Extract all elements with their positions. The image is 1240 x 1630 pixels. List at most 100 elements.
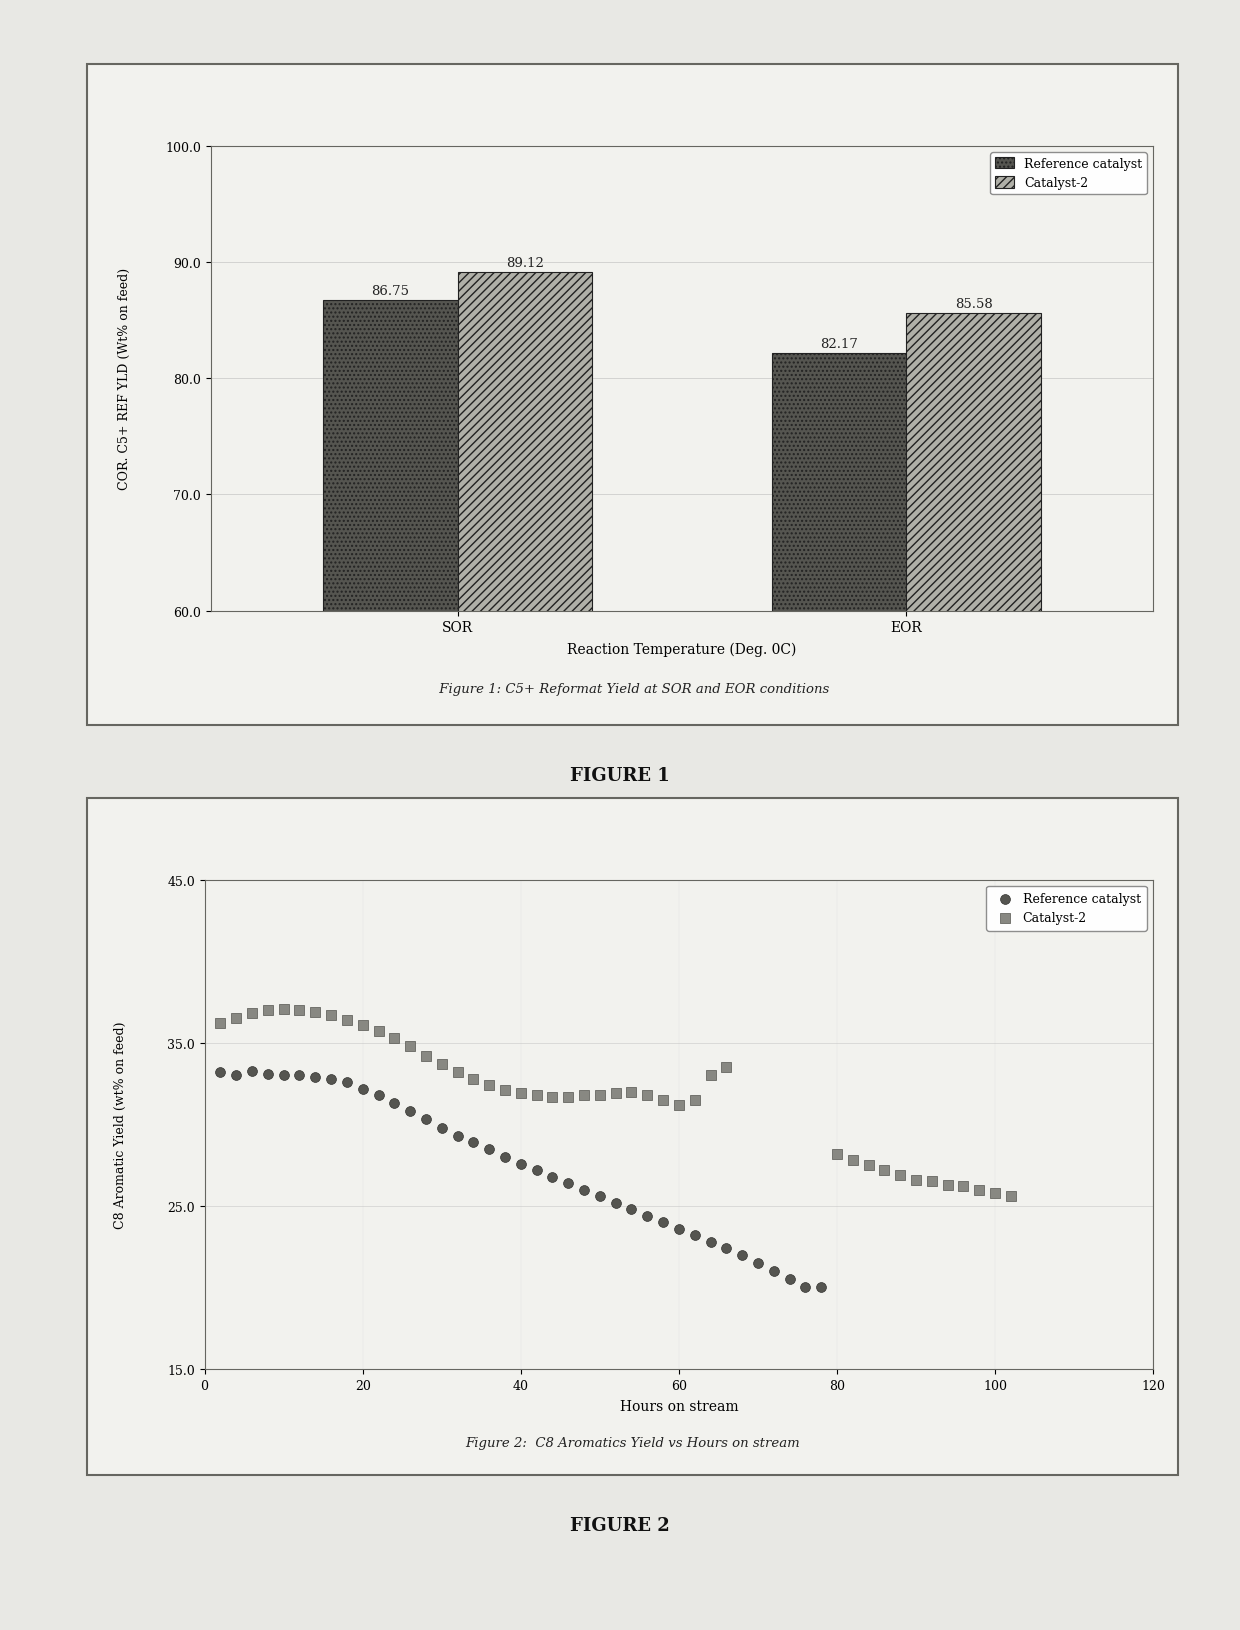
Reference catalyst — [401, 1099, 420, 1125]
Catalyst-2 — [227, 1006, 247, 1032]
Reference catalyst — [368, 1082, 388, 1108]
Catalyst-2 — [242, 1001, 262, 1027]
Reference catalyst — [227, 1063, 247, 1089]
Catalyst-2 — [384, 1025, 404, 1051]
Catalyst-2 — [527, 1082, 547, 1108]
Catalyst-2 — [448, 1060, 467, 1086]
Bar — [458, 274, 593, 1307]
Catalyst-2 — [558, 1084, 578, 1110]
Bar — [906, 315, 1042, 1307]
Reference catalyst — [527, 1157, 547, 1183]
Catalyst-2 — [432, 1051, 451, 1077]
Catalyst-2 — [511, 1081, 531, 1107]
Reference catalyst — [321, 1066, 341, 1092]
Reference catalyst — [543, 1164, 563, 1190]
Catalyst-2 — [543, 1084, 563, 1110]
Text: FIGURE 2: FIGURE 2 — [570, 1516, 670, 1534]
Reference catalyst — [305, 1064, 325, 1090]
Reference catalyst — [274, 1063, 294, 1089]
Legend: Reference catalyst, Catalyst-2: Reference catalyst, Catalyst-2 — [990, 153, 1147, 196]
Reference catalyst — [796, 1275, 816, 1301]
Catalyst-2 — [970, 1177, 990, 1203]
Catalyst-2 — [495, 1077, 515, 1104]
Catalyst-2 — [923, 1169, 942, 1195]
Catalyst-2 — [353, 1012, 373, 1038]
Catalyst-2 — [637, 1082, 657, 1108]
Reference catalyst — [384, 1090, 404, 1117]
Text: 89.12: 89.12 — [506, 258, 544, 271]
Catalyst-2 — [590, 1082, 610, 1108]
Catalyst-2 — [827, 1141, 847, 1167]
Bar — [771, 354, 906, 1307]
Reference catalyst — [417, 1107, 436, 1133]
Reference catalyst — [653, 1209, 673, 1236]
Catalyst-2 — [937, 1172, 957, 1198]
Reference catalyst — [780, 1267, 800, 1293]
Catalyst-2 — [1001, 1183, 1021, 1209]
Text: 85.58: 85.58 — [955, 298, 992, 311]
Catalyst-2 — [368, 1019, 388, 1045]
Catalyst-2 — [479, 1073, 498, 1099]
Reference catalyst — [211, 1060, 231, 1086]
Catalyst-2 — [985, 1180, 1004, 1206]
Bar — [322, 300, 458, 1307]
Reference catalyst — [558, 1170, 578, 1196]
Reference catalyst — [701, 1229, 720, 1255]
Catalyst-2 — [653, 1087, 673, 1113]
Reference catalyst — [811, 1275, 831, 1301]
Reference catalyst — [621, 1196, 641, 1222]
Reference catalyst — [464, 1130, 484, 1156]
Reference catalyst — [670, 1216, 689, 1242]
Catalyst-2 — [574, 1082, 594, 1108]
Catalyst-2 — [717, 1055, 737, 1081]
Reference catalyst — [684, 1222, 704, 1249]
Catalyst-2 — [305, 999, 325, 1025]
Reference catalyst — [637, 1203, 657, 1229]
Catalyst-2 — [274, 996, 294, 1022]
Text: 86.75: 86.75 — [371, 285, 409, 298]
Reference catalyst — [574, 1177, 594, 1203]
X-axis label: Reaction Temperature (Deg. 0C): Reaction Temperature (Deg. 0C) — [568, 642, 796, 657]
Text: FIGURE 1: FIGURE 1 — [570, 766, 670, 784]
Catalyst-2 — [843, 1148, 863, 1174]
Catalyst-2 — [890, 1162, 910, 1188]
Catalyst-2 — [684, 1087, 704, 1113]
Reference catalyst — [606, 1190, 626, 1216]
Reference catalyst — [495, 1144, 515, 1170]
Reference catalyst — [290, 1063, 310, 1089]
Catalyst-2 — [874, 1157, 894, 1183]
Y-axis label: C8 Aromatic Yield (wt% on feed): C8 Aromatic Yield (wt% on feed) — [114, 1020, 126, 1229]
Reference catalyst — [242, 1058, 262, 1084]
Catalyst-2 — [417, 1043, 436, 1069]
Catalyst-2 — [621, 1079, 641, 1105]
Catalyst-2 — [321, 1002, 341, 1029]
X-axis label: Hours on stream: Hours on stream — [620, 1399, 738, 1413]
Y-axis label: COR. C5+ REF YLD (Wt% on feed): COR. C5+ REF YLD (Wt% on feed) — [118, 267, 130, 491]
Reference catalyst — [764, 1258, 784, 1284]
Catalyst-2 — [290, 998, 310, 1024]
Reference catalyst — [748, 1250, 768, 1276]
Catalyst-2 — [337, 1007, 357, 1033]
Reference catalyst — [258, 1061, 278, 1087]
Reference catalyst — [353, 1076, 373, 1102]
Reference catalyst — [448, 1123, 467, 1149]
Catalyst-2 — [858, 1152, 878, 1178]
Catalyst-2 — [954, 1174, 973, 1200]
Catalyst-2 — [906, 1167, 926, 1193]
Catalyst-2 — [701, 1063, 720, 1089]
Reference catalyst — [479, 1136, 498, 1162]
Reference catalyst — [717, 1236, 737, 1262]
Legend: Reference catalyst, Catalyst-2: Reference catalyst, Catalyst-2 — [986, 887, 1147, 931]
Reference catalyst — [337, 1069, 357, 1095]
Text: Figure 2:  C8 Aromatics Yield vs Hours on stream: Figure 2: C8 Aromatics Yield vs Hours on… — [465, 1436, 800, 1449]
Text: Figure 1: C5+ Reformat Yield at SOR and EOR conditions: Figure 1: C5+ Reformat Yield at SOR and … — [435, 683, 830, 696]
Catalyst-2 — [464, 1066, 484, 1092]
Catalyst-2 — [401, 1033, 420, 1060]
Catalyst-2 — [606, 1081, 626, 1107]
Reference catalyst — [511, 1151, 531, 1177]
Catalyst-2 — [670, 1092, 689, 1118]
Catalyst-2 — [258, 998, 278, 1024]
Reference catalyst — [590, 1183, 610, 1209]
Catalyst-2 — [211, 1011, 231, 1037]
Reference catalyst — [732, 1242, 751, 1268]
